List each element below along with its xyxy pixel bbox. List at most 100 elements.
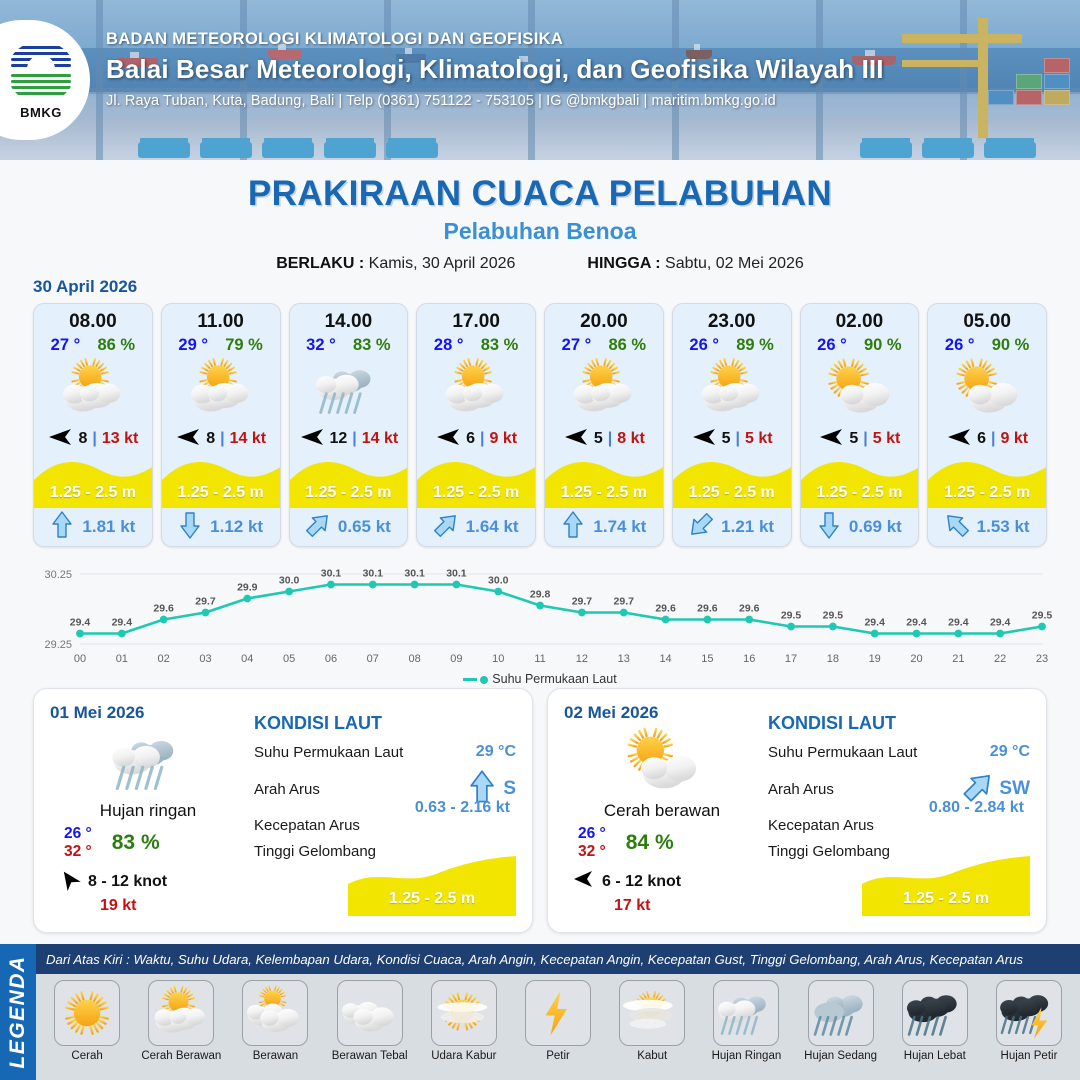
legend-item-label: Cerah bbox=[71, 1050, 103, 1062]
legend-item: Petir bbox=[511, 980, 605, 1062]
card-weather-icon bbox=[545, 356, 663, 422]
legend-item-label: Udara Kabur bbox=[431, 1050, 497, 1062]
svg-text:05: 05 bbox=[283, 653, 295, 665]
wave-height-row: Tinggi Gelombang bbox=[254, 843, 516, 860]
svg-text:29.7: 29.7 bbox=[195, 596, 216, 608]
wave-height-label: Tinggi Gelombang bbox=[254, 843, 377, 860]
current-direction-arrow-icon bbox=[963, 770, 993, 808]
card-separator: | bbox=[607, 430, 613, 447]
svg-text:13: 13 bbox=[618, 653, 630, 665]
current-speed-row: Kecepatan Arus bbox=[254, 817, 516, 834]
container-icon bbox=[1044, 58, 1070, 73]
terminal-chair bbox=[386, 142, 438, 158]
hingga-label: HINGGA : bbox=[587, 255, 661, 272]
hingga-value: Sabtu, 02 Mei 2026 bbox=[665, 255, 804, 272]
legend-icon-berawan-icon bbox=[242, 980, 309, 1046]
card-current-speed: 1.53 kt bbox=[976, 517, 1030, 536]
wind-direction-arrow-icon bbox=[818, 428, 844, 451]
legend-item-label: Hujan Petir bbox=[1000, 1050, 1058, 1062]
card-temperature: 27 ° bbox=[561, 336, 592, 354]
card-separator: | bbox=[991, 430, 996, 447]
svg-text:29.4: 29.4 bbox=[906, 617, 927, 629]
container-icon bbox=[1016, 90, 1042, 105]
wave-shape-icon bbox=[672, 461, 791, 508]
svg-text:30.1: 30.1 bbox=[321, 568, 342, 580]
card-temperature: 27 ° bbox=[50, 336, 81, 354]
agency-name: BADAN METEOROLOGI KLIMATOLOGI DAN GEOFIS… bbox=[106, 30, 564, 48]
wind-direction-arrow-icon bbox=[435, 428, 461, 451]
card-wave-block: 1.25 - 2.5 m bbox=[672, 456, 791, 508]
ship-icon bbox=[118, 52, 158, 67]
wave-height-label: Tinggi Gelombang bbox=[768, 843, 891, 860]
legend-item: Hujan Sedang bbox=[794, 980, 888, 1062]
card-wind-speed: 5 bbox=[721, 430, 731, 447]
current-direction-value-group: SW bbox=[963, 770, 1030, 808]
daily-sea-conditions: KONDISI LAUT Suhu Permukaan Laut 29 °C A… bbox=[246, 703, 516, 918]
card-current-row: 1.81 kt bbox=[34, 508, 152, 546]
daily-left: 01 Mei 2026 Hujan ringan 26 ° 32 ° bbox=[50, 703, 246, 918]
daily-date: 02 Mei 2026 bbox=[564, 703, 659, 722]
card-wave-block: 1.25 - 2.5 m bbox=[289, 456, 408, 508]
wave-shape-icon bbox=[862, 856, 1030, 916]
wave-shape-icon bbox=[34, 461, 152, 508]
card-time: 02.00 bbox=[835, 311, 884, 332]
legend-dot-swatch bbox=[480, 675, 489, 684]
wave-shape-icon bbox=[161, 461, 280, 508]
card-wave-height: 1.25 - 2.5 m bbox=[816, 484, 903, 501]
card-wave-block: 1.25 - 2.5 m bbox=[417, 456, 536, 508]
ship-icon bbox=[686, 44, 712, 59]
container-icon bbox=[1044, 74, 1070, 89]
legend-item: Hujan Lebat bbox=[888, 980, 982, 1062]
card-wave-height: 1.25 - 2.5 m bbox=[432, 484, 520, 501]
header-banner: BMKG BADAN METEOROLOGI KLIMATOLOGI DAN G… bbox=[0, 0, 1080, 160]
svg-text:02: 02 bbox=[158, 653, 170, 665]
legend-bar: LEGENDA Dari Atas Kiri : Waktu, Suhu Uda… bbox=[0, 944, 1080, 1080]
hourly-card: 02.00 26 ° 90 % 5 | 5 kt bbox=[799, 303, 920, 547]
window-mullion bbox=[960, 0, 967, 160]
legend-line-swatch bbox=[463, 678, 478, 681]
card-gust: 9 kt bbox=[1000, 430, 1029, 447]
card-current-row: 0.69 kt bbox=[801, 508, 919, 546]
wind-direction-arrow-icon bbox=[946, 428, 972, 451]
container-icon bbox=[1016, 74, 1042, 89]
ship-icon bbox=[852, 50, 896, 65]
card-gust: 14 kt bbox=[361, 430, 399, 447]
terminal-chair bbox=[860, 142, 912, 158]
svg-text:29.4: 29.4 bbox=[864, 617, 885, 629]
card-current-speed: 1.74 kt bbox=[593, 517, 647, 536]
card-time: 05.00 bbox=[963, 311, 1011, 332]
page-subtitle: Pelabuhan Benoa bbox=[443, 218, 637, 244]
card-wind-speed: 8 bbox=[78, 430, 88, 447]
card-wind-speed: 5 bbox=[593, 430, 603, 447]
berlaku-value: Kamis, 30 April 2026 bbox=[368, 255, 516, 272]
terminal-chair bbox=[262, 142, 314, 158]
wave-shape-icon bbox=[289, 461, 408, 508]
current-direction-arrow-icon bbox=[689, 511, 714, 544]
card-wave-block: 1.25 - 2.5 m bbox=[545, 456, 663, 508]
card-temp-hum: 29 ° 79 % bbox=[162, 333, 280, 355]
card-separator: | bbox=[735, 430, 741, 447]
card-wind-speed: 6 bbox=[977, 430, 987, 447]
legend-item-label: Berawan bbox=[252, 1050, 299, 1062]
daily-wind: 8 - 12 knot bbox=[88, 872, 168, 890]
berlaku-label: BERLAKU : bbox=[276, 255, 365, 272]
svg-text:30.0: 30.0 bbox=[488, 575, 509, 587]
header-scrim bbox=[0, 0, 1080, 160]
svg-text:29.5: 29.5 bbox=[1032, 610, 1052, 622]
legend-item-label: Hujan Lebat bbox=[903, 1050, 966, 1062]
daily-date: 01 Mei 2026 bbox=[50, 703, 145, 722]
svg-text:07: 07 bbox=[367, 653, 379, 665]
card-time: 11.00 bbox=[197, 311, 244, 332]
card-gust: 5 kt bbox=[745, 430, 773, 447]
sst-label: Suhu Permukaan Laut bbox=[254, 743, 404, 761]
sst-row: Suhu Permukaan Laut 29 °C bbox=[768, 743, 1030, 761]
sst-label: Suhu Permukaan Laut bbox=[768, 743, 918, 761]
svg-text:09: 09 bbox=[450, 653, 462, 665]
header-text-block: BADAN METEOROLOGI KLIMATOLOGI DAN GEOFIS… bbox=[106, 30, 884, 109]
wind-direction-arrow-icon bbox=[175, 428, 201, 451]
sst-row: Suhu Permukaan Laut 29 °C bbox=[254, 743, 516, 761]
svg-text:30.1: 30.1 bbox=[363, 568, 384, 580]
svg-text:29.4: 29.4 bbox=[112, 617, 133, 629]
chart-legend: Suhu Permukaan Laut bbox=[0, 672, 1080, 686]
contact-line: Jl. Raya Tuban, Kuta, Badung, Bali | Tel… bbox=[106, 93, 776, 109]
